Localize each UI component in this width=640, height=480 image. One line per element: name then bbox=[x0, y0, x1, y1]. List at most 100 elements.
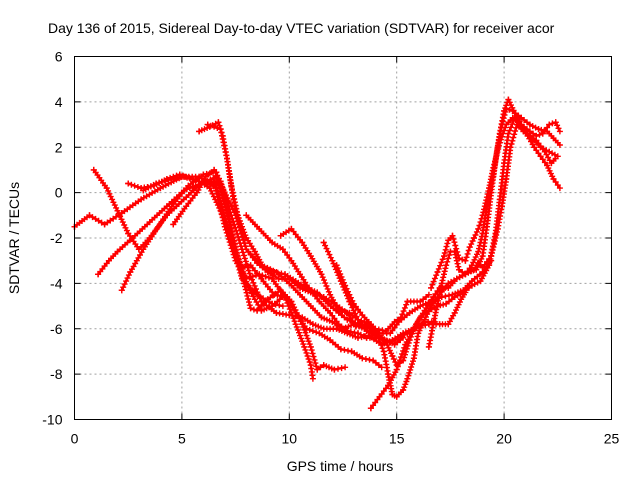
data-point bbox=[217, 207, 224, 214]
data-point bbox=[350, 300, 357, 307]
data-point bbox=[269, 239, 276, 246]
data-point bbox=[374, 332, 381, 339]
data-point bbox=[247, 273, 254, 280]
data-point bbox=[271, 269, 278, 275]
data-point bbox=[378, 364, 385, 371]
data-point bbox=[524, 132, 531, 139]
data-point bbox=[305, 284, 312, 291]
data-point bbox=[333, 262, 340, 269]
data-point bbox=[550, 176, 557, 182]
data-point bbox=[445, 280, 452, 287]
data-point bbox=[391, 341, 398, 348]
data-point bbox=[206, 185, 213, 192]
data-point bbox=[333, 325, 340, 332]
data-point bbox=[531, 144, 538, 151]
data-point bbox=[307, 362, 314, 369]
x-tick-label: 5 bbox=[178, 431, 186, 447]
data-point bbox=[314, 366, 321, 373]
data-point bbox=[114, 207, 121, 214]
data-point bbox=[385, 382, 392, 389]
data-point bbox=[556, 128, 563, 135]
data-point bbox=[140, 246, 147, 253]
data-point bbox=[552, 119, 559, 126]
data-point bbox=[256, 225, 263, 232]
data-point bbox=[367, 321, 374, 328]
data-point bbox=[277, 232, 284, 239]
data-point bbox=[86, 212, 93, 219]
data-point bbox=[183, 194, 190, 201]
data-point bbox=[359, 355, 366, 362]
data-point bbox=[127, 269, 134, 275]
x-tick-label: 20 bbox=[496, 431, 512, 447]
data-point bbox=[425, 307, 432, 314]
data-point bbox=[307, 343, 314, 350]
data-point bbox=[556, 185, 563, 192]
data-point bbox=[170, 201, 177, 207]
data-point bbox=[170, 221, 177, 228]
data-point bbox=[550, 135, 557, 142]
data-point bbox=[449, 232, 456, 239]
data-point bbox=[344, 328, 351, 334]
data-point bbox=[327, 337, 334, 344]
data-point bbox=[254, 260, 261, 266]
data-point bbox=[168, 176, 175, 182]
data-point bbox=[297, 291, 303, 298]
data-point bbox=[224, 155, 230, 162]
y-tick-label: 4 bbox=[55, 94, 63, 110]
data-point bbox=[518, 114, 525, 121]
data-point bbox=[445, 237, 452, 244]
data-point bbox=[453, 275, 460, 282]
chart-title: Day 136 of 2015, Sidereal Day-to-day VTE… bbox=[48, 20, 555, 36]
data-point bbox=[438, 280, 445, 287]
data-point bbox=[539, 130, 546, 137]
data-point bbox=[505, 130, 512, 137]
data-point bbox=[425, 343, 432, 350]
data-point bbox=[363, 334, 370, 341]
data-point bbox=[385, 371, 392, 378]
y-tick-label: -4 bbox=[50, 275, 63, 291]
data-point bbox=[140, 187, 147, 194]
data-point bbox=[441, 253, 447, 260]
data-point bbox=[475, 248, 482, 255]
data-point bbox=[451, 309, 458, 316]
data-point bbox=[460, 289, 467, 296]
y-tick-label: 0 bbox=[55, 185, 63, 201]
data-point bbox=[415, 330, 422, 337]
data-point bbox=[479, 253, 486, 260]
data-point bbox=[320, 325, 327, 332]
data-point bbox=[509, 114, 516, 121]
data-point bbox=[269, 275, 276, 282]
data-point bbox=[389, 353, 396, 359]
data-point bbox=[307, 253, 314, 260]
data-point bbox=[503, 105, 510, 112]
data-point bbox=[236, 223, 243, 230]
data-point bbox=[496, 196, 503, 203]
data-point bbox=[105, 257, 112, 264]
data-point bbox=[251, 248, 258, 255]
data-point bbox=[492, 230, 499, 237]
data-point bbox=[297, 271, 303, 278]
data-point bbox=[518, 121, 525, 128]
x-tick-label: 15 bbox=[389, 431, 405, 447]
data-point bbox=[486, 262, 493, 269]
y-tick-label: -8 bbox=[50, 366, 63, 382]
data-point bbox=[526, 121, 533, 128]
data-point bbox=[211, 166, 218, 173]
data-point bbox=[430, 321, 437, 328]
data-point bbox=[275, 275, 282, 282]
data-point bbox=[202, 173, 209, 180]
series-arc-14 bbox=[367, 114, 563, 412]
data-point bbox=[509, 107, 516, 114]
data-point bbox=[146, 219, 153, 226]
data-point bbox=[286, 312, 293, 319]
data-point bbox=[247, 305, 254, 312]
data-point bbox=[297, 284, 303, 291]
data-point bbox=[537, 153, 544, 160]
data-point bbox=[393, 366, 400, 373]
data-point bbox=[279, 303, 286, 310]
data-point bbox=[318, 271, 325, 278]
data-point bbox=[181, 173, 187, 180]
data-point bbox=[279, 246, 286, 253]
data-point bbox=[299, 239, 306, 246]
data-point bbox=[417, 314, 424, 321]
